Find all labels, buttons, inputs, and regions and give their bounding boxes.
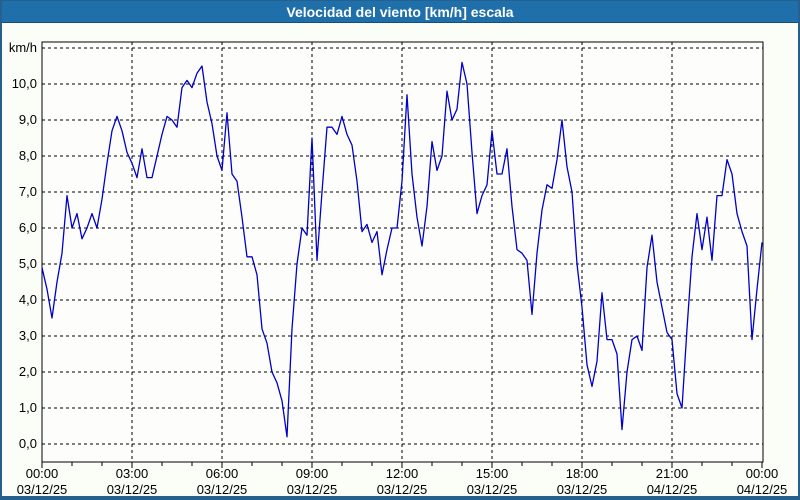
x-tick-time-label: 12:00: [386, 466, 419, 481]
chart-title: Velocidad del viento [km/h] escala: [286, 3, 514, 20]
wind-speed-plot: 0,0 1,0 2,0 3,0 4,0 5,0 6,0 7,0 8,0 9,0 10,0 km/h 00…: [9, 40, 788, 497]
y-tick-label: 3,0: [19, 328, 37, 343]
y-tick-label: 2,0: [19, 364, 37, 379]
x-tick-time-label: 18:00: [566, 466, 599, 481]
x-tick-date-label: 03/12/25: [197, 482, 248, 497]
x-tick-date-label: 03/12/25: [17, 482, 68, 497]
x-tick-time-label: 00:00: [746, 466, 779, 481]
wind-speed-line: [41, 61, 763, 438]
x-tick-date-label: 04/12/25: [647, 482, 698, 497]
x-tick-date-label: 04/12/25: [737, 482, 788, 497]
x-tick-time-label: 15:00: [476, 466, 509, 481]
window-titlebar: Velocidad del viento [km/h] escala: [2, 1, 798, 23]
x-tick-date-label: 03/12/25: [377, 482, 428, 497]
y-tick-label: 7,0: [19, 184, 37, 199]
x-tick-date-label: 03/12/25: [467, 482, 518, 497]
x-tick-date-label: 03/12/25: [107, 482, 158, 497]
y-tick-label: 0,0: [19, 436, 37, 451]
x-tick-time-label: 06:00: [206, 466, 239, 481]
y-tick-label: 5,0: [19, 256, 37, 271]
y-tick-label: 1,0: [19, 400, 37, 415]
x-tick-time-label: 21:00: [656, 466, 689, 481]
x-tick-time-label: 09:00: [296, 466, 329, 481]
x-tick-date-label: 03/12/25: [287, 482, 338, 497]
y-tick-label: 9,0: [19, 112, 37, 127]
y-tick-label: 4,0: [19, 292, 37, 307]
y-axis-unit-label: km/h: [9, 40, 37, 55]
plot-border: [41, 41, 764, 463]
x-tick-time-label: 03:00: [116, 466, 149, 481]
y-tick-label: 8,0: [19, 148, 37, 163]
y-tick-label: 10,0: [12, 76, 37, 91]
x-tick-time-label: 00:00: [26, 466, 59, 481]
y-tick-label: 6,0: [19, 220, 37, 235]
x-tick-date-label: 03/12/25: [557, 482, 608, 497]
